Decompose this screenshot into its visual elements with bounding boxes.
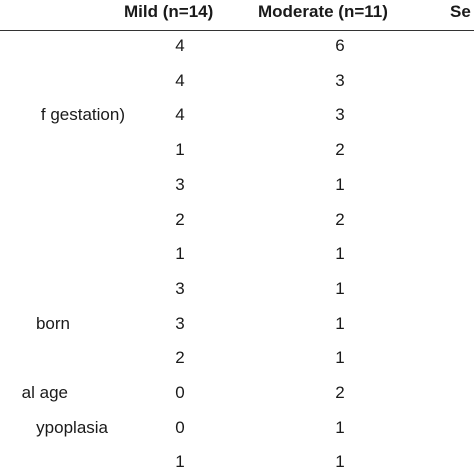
row-label: born (35, 313, 70, 333)
mild-cell: 1 (175, 244, 185, 264)
mild-cell: 4 (175, 105, 185, 125)
mild-cell: 4 (175, 70, 185, 90)
mild-cell: 3 (175, 174, 185, 194)
moderate-cell: 2 (335, 140, 345, 160)
table-row: ypoplasia 0 1 (0, 418, 474, 452)
column-header: Se (450, 2, 471, 21)
mild-cell: 3 (175, 278, 185, 298)
moderate-cell: 1 (335, 244, 345, 264)
moderate-cell: 6 (335, 36, 345, 55)
moderate-cell: 1 (335, 174, 345, 194)
moderate-cell: 1 (335, 348, 345, 368)
moderate-cell: 1 (335, 452, 345, 472)
moderate-cell: 1 (335, 278, 345, 298)
mild-cell: 0 (175, 383, 185, 402)
moderate-cell: 2 (335, 383, 345, 402)
column-header: Mild (n=14) (124, 2, 214, 21)
table-row: al age 0 2 (0, 383, 474, 417)
moderate-cell: 3 (335, 70, 345, 90)
row-label: al age (21, 383, 68, 402)
mild-cell: 3 (175, 313, 185, 333)
moderate-cell: 2 (335, 209, 345, 229)
mild-cell: 1 (175, 452, 185, 472)
moderate-cell: 3 (335, 105, 345, 125)
mild-cell: 4 (175, 36, 185, 55)
row-label: f gestation) (40, 105, 125, 125)
moderate-cell: 1 (335, 417, 345, 437)
row-label: ypoplasia (36, 417, 108, 437)
mild-cell: 0 (175, 417, 185, 437)
header-rule (0, 30, 474, 31)
moderate-cell: 1 (335, 313, 345, 333)
mild-cell: 2 (175, 348, 185, 368)
column-header: Moderate (n=11) (258, 2, 388, 21)
table-row: f gestation) 4 3 (0, 105, 474, 139)
table-row: born 3 1 (0, 314, 474, 348)
mild-cell: 2 (175, 209, 185, 229)
mild-cell: 1 (175, 140, 185, 160)
